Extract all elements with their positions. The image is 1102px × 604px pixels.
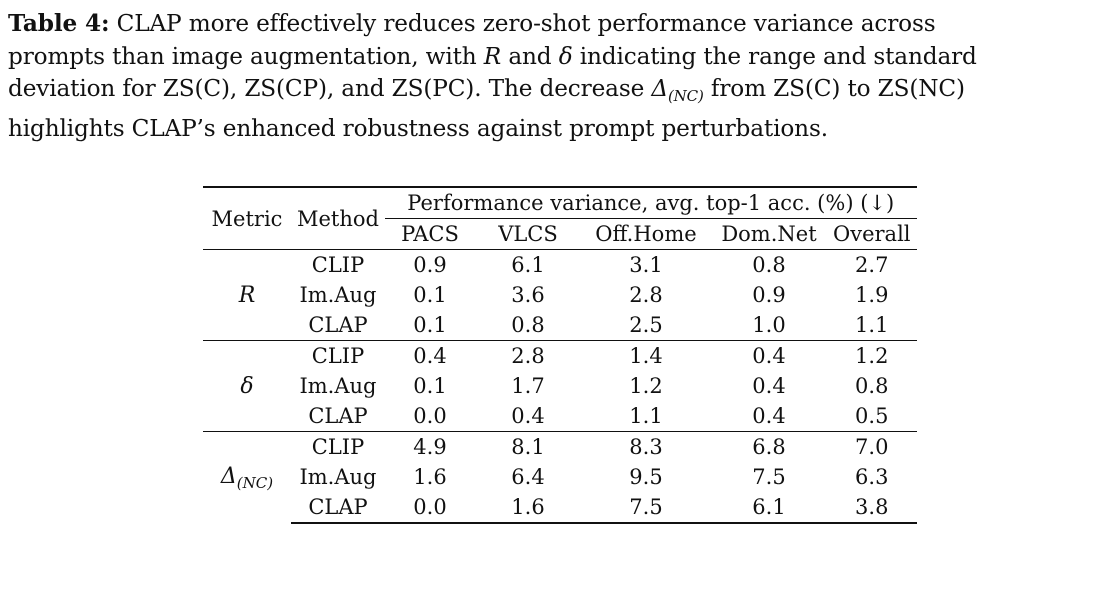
value-cell-pacs: 4.9 [384, 431, 475, 462]
method-cell: CLIP [291, 249, 385, 280]
header-col-overall: Overall [833, 222, 911, 246]
header-col-domnet: Dom.Net [721, 222, 817, 246]
method-cell: CLIP [291, 340, 385, 371]
symbol-decrease: Δ [651, 75, 668, 102]
value-cell-offhome: 7.5 [580, 492, 711, 524]
value-cell-offhome: 1.1 [629, 404, 663, 428]
caption-label: Table 4: [8, 10, 110, 37]
table-row: R CLIP 0.9 6.1 3.1 0.8 2.7 [203, 249, 917, 341]
table-row: CLAP 0.1 0.8 2.5 1.0 1.1 [203, 310, 917, 341]
header-method: Method [291, 186, 385, 250]
value-cell-pacs: 0.0 [413, 404, 447, 428]
header-row-2: PACS VLCS Off.Home Dom.Net Overall [203, 219, 917, 250]
value-cell-domnet: 0.4 [752, 404, 786, 428]
value-cell-pacs: 0.1 [413, 283, 447, 307]
header-col-vlcs: VLCS [498, 222, 558, 246]
value-cell-vlcs: 0.8 [511, 313, 545, 337]
value-cell-pacs: 0.1 [413, 313, 447, 337]
header-metric: Metric [203, 186, 291, 250]
symbol-range: R [483, 42, 502, 70]
value-cell-offhome: 1.2 [629, 374, 663, 398]
value-cell-pacs: 0.0 [384, 492, 475, 524]
value-cell-vlcs: 8.1 [474, 431, 581, 462]
value-cell-overall: 1.2 [826, 340, 917, 371]
caption-line-1: Table 4: CLAP more effectively reduces z… [8, 10, 936, 37]
value-cell-offhome: 9.5 [629, 465, 663, 489]
table-row: CLAP 0.0 0.4 1.1 0.4 0.5 [203, 401, 917, 432]
value-cell-domnet: 0.4 [752, 374, 786, 398]
value-cell-overall: 2.7 [826, 249, 917, 280]
caption-line-3: deviation for ZS(C), ZS(CP), and ZS(PC).… [8, 75, 965, 105]
value-cell-domnet: 0.4 [710, 340, 827, 371]
value-cell-domnet: 7.5 [752, 465, 786, 489]
table-body: R CLIP 0.9 6.1 3.1 0.8 2.7 Im.Aug 0.1 3.6 2.8 0.9 1.… [203, 249, 917, 524]
header-col-offhome: Off.Home [595, 222, 697, 246]
value-cell-domnet: 6.1 [710, 492, 827, 524]
table-row: Im.Aug 0.1 3.6 2.8 0.9 1.9 [203, 280, 917, 310]
value-cell-vlcs: 2.8 [474, 340, 581, 371]
value-cell-domnet: 6.8 [710, 431, 827, 462]
value-cell-domnet: 0.8 [710, 249, 827, 280]
value-cell-pacs: 1.6 [413, 465, 447, 489]
caption-line-4: highlights CLAP’s enhanced robustness ag… [8, 114, 828, 142]
value-cell-domnet: 1.0 [752, 313, 786, 337]
value-cell-pacs: 0.4 [384, 340, 475, 371]
value-cell-pacs: 0.1 [413, 374, 447, 398]
header-col-pacs: PACS [401, 222, 459, 246]
method-cell: CLAP [308, 404, 368, 428]
metric-subscript: (NC) [236, 473, 274, 492]
value-cell-overall: 1.9 [855, 283, 889, 307]
method-cell: Im.Aug [299, 374, 377, 398]
value-cell-domnet: 0.9 [752, 283, 786, 307]
value-cell-vlcs: 1.6 [474, 492, 581, 524]
value-cell-pacs: 0.9 [384, 249, 475, 280]
method-cell: CLIP [291, 431, 385, 462]
metric-cell: δ [203, 340, 291, 432]
value-cell-overall: 1.1 [855, 313, 889, 337]
header-spanning: Performance variance, avg. top-1 acc. (%… [384, 186, 917, 219]
table-row: Im.Aug 0.1 1.7 1.2 0.4 0.8 [203, 371, 917, 401]
table-caption: Table 4: CLAP more effectively reduces z… [8, 8, 1096, 145]
metric-cell: R [203, 249, 291, 341]
results-table: Metric Method Performance variance, avg.… [203, 186, 917, 524]
value-cell-overall: 7.0 [826, 431, 917, 462]
value-cell-vlcs: 1.7 [511, 374, 545, 398]
value-cell-vlcs: 6.4 [511, 465, 545, 489]
symbol-decrease-subscript: (NC) [667, 87, 704, 105]
table-row: Im.Aug 1.6 6.4 9.5 7.5 6.3 [203, 462, 917, 492]
value-cell-overall: 0.8 [855, 374, 889, 398]
value-cell-overall: 6.3 [855, 465, 889, 489]
value-cell-vlcs: 0.4 [511, 404, 545, 428]
table-row: CLAP 0.0 1.6 7.5 6.1 3.8 [203, 492, 917, 524]
method-cell: Im.Aug [299, 465, 377, 489]
value-cell-offhome: 1.4 [580, 340, 711, 371]
value-cell-vlcs: 6.1 [474, 249, 581, 280]
table-row: Δ(NC) CLIP 4.9 8.1 8.3 6.8 7.0 [203, 431, 917, 523]
value-cell-vlcs: 3.6 [511, 283, 545, 307]
metric-symbol: R [238, 282, 256, 308]
method-cell: CLAP [291, 492, 385, 524]
caption-line-2: prompts than image augmentation, with R … [8, 42, 977, 70]
value-cell-offhome: 8.3 [580, 431, 711, 462]
method-cell: Im.Aug [299, 283, 377, 307]
header-row-1: Metric Method Performance variance, avg.… [203, 186, 917, 250]
metric-symbol: δ [240, 373, 254, 399]
table-row: δ CLIP 0.4 2.8 1.4 0.4 1.2 [203, 340, 917, 432]
metric-symbol: Δ [220, 463, 237, 489]
value-cell-offhome: 2.5 [629, 313, 663, 337]
value-cell-overall: 3.8 [826, 492, 917, 524]
value-cell-offhome: 2.8 [629, 283, 663, 307]
symbol-std: δ [558, 42, 573, 70]
value-cell-offhome: 3.1 [580, 249, 711, 280]
method-cell: CLAP [308, 313, 368, 337]
value-cell-overall: 0.5 [855, 404, 889, 428]
metric-cell: Δ(NC) [203, 431, 291, 523]
